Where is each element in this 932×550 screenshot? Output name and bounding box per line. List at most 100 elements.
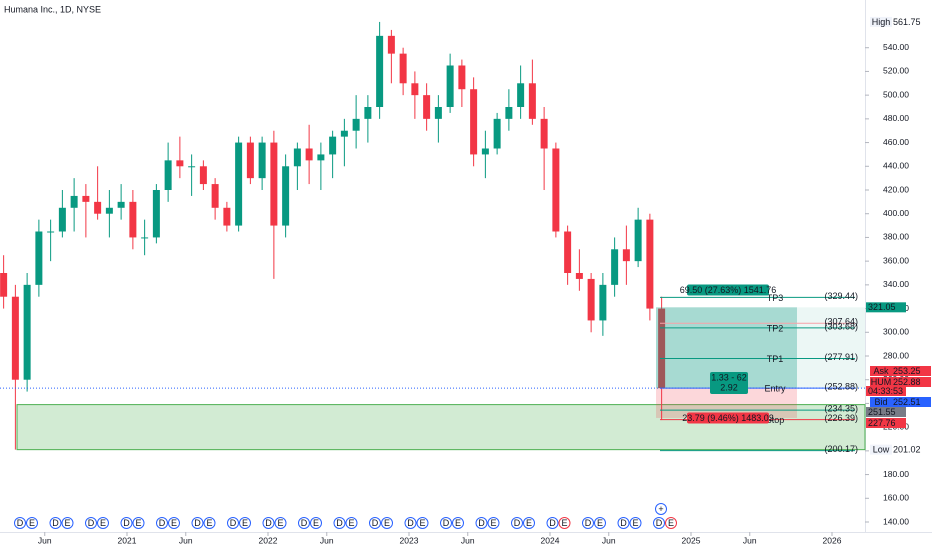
candle-body <box>94 201 102 214</box>
ratio-label: 1.33 - 62 <box>711 372 747 382</box>
event-icon[interactable] <box>381 517 393 529</box>
event-letter: E <box>348 518 354 528</box>
price-label-bg <box>866 418 906 428</box>
event-icon[interactable] <box>310 517 322 529</box>
candle-body <box>117 201 125 208</box>
candle-body <box>458 65 466 90</box>
event-icon[interactable] <box>97 517 109 529</box>
level-name: Stop <box>766 415 785 425</box>
y-tick-label: 300.00 <box>883 327 909 337</box>
x-tick-label: 2025 <box>682 535 701 545</box>
plus[interactable]: + <box>658 504 663 514</box>
candle-body <box>23 284 31 380</box>
event-icon[interactable] <box>416 517 429 529</box>
event-icon[interactable] <box>49 517 62 529</box>
price-label-bg <box>891 377 931 387</box>
level-value: (307.64) <box>824 317 858 327</box>
event-icon[interactable] <box>546 517 559 529</box>
price-label: 201.02 <box>893 445 921 455</box>
event-icon[interactable] <box>14 517 26 529</box>
candle-body <box>528 83 536 119</box>
price-label-bg <box>891 397 931 407</box>
price-label: 252.51 <box>893 397 921 407</box>
event-icon[interactable] <box>665 517 677 529</box>
x-tick-label: 2021 <box>118 535 137 545</box>
event-icon[interactable] <box>558 517 571 529</box>
loss-label-bg <box>687 412 769 424</box>
y-tick-label: 360.00 <box>883 255 909 265</box>
event-icon[interactable] <box>333 517 346 529</box>
event-icon[interactable] <box>582 517 594 529</box>
ratio-label-bg <box>710 372 748 394</box>
y-tick-label: 160.00 <box>883 493 909 503</box>
event-icon[interactable] <box>345 517 358 529</box>
level-value: (226.39) <box>824 413 858 423</box>
candle-body <box>129 201 137 238</box>
candle-body <box>141 237 149 239</box>
candle-body <box>282 166 290 226</box>
candle-body <box>423 95 431 119</box>
candle-body <box>47 231 55 233</box>
event-icon[interactable] <box>511 517 523 529</box>
event-icon[interactable] <box>523 517 535 529</box>
event-icon[interactable] <box>653 517 665 529</box>
event-icon[interactable] <box>156 517 168 529</box>
candle-body <box>0 273 8 297</box>
event-icon[interactable] <box>594 517 606 529</box>
event-icon[interactable] <box>298 517 310 529</box>
event-icon[interactable] <box>262 517 275 529</box>
x-tick-label: Jun <box>461 535 475 545</box>
event-icon[interactable] <box>404 517 417 529</box>
candle-body <box>305 148 313 161</box>
price-label-bg <box>891 444 931 455</box>
candle-body <box>223 207 231 226</box>
event-icon[interactable] <box>452 517 464 529</box>
price-tag-bg <box>870 366 892 376</box>
event-icon[interactable] <box>487 517 500 529</box>
candle-body <box>340 130 348 137</box>
candle-body <box>646 219 654 309</box>
event-letter: E <box>277 518 283 528</box>
event-icon[interactable] <box>239 517 251 529</box>
candle-body <box>364 107 372 119</box>
event-icon[interactable] <box>227 517 239 529</box>
candle-body <box>634 219 642 262</box>
price-label-bg <box>891 16 931 27</box>
y-tick-label: 460.00 <box>883 137 909 147</box>
price-label: 321.05 <box>868 302 896 312</box>
event-icon[interactable] <box>440 517 452 529</box>
event-letter: E <box>242 518 248 528</box>
event-icon[interactable] <box>475 517 488 529</box>
event-icon[interactable] <box>132 517 145 529</box>
event-icon[interactable] <box>203 517 216 529</box>
candle-body <box>564 231 572 273</box>
price-tag-bg <box>870 377 892 387</box>
event-icon[interactable] <box>369 517 381 529</box>
event-icon[interactable] <box>274 517 287 529</box>
event-icon[interactable] <box>168 517 180 529</box>
event-icon[interactable] <box>617 517 630 529</box>
candle-body <box>446 65 454 107</box>
level-name: TP1 <box>767 354 784 364</box>
candle-body <box>82 195 90 202</box>
event-icon[interactable] <box>61 517 74 529</box>
event-icon[interactable] <box>191 517 204 529</box>
event-icon[interactable] <box>120 517 133 529</box>
event-letter: D <box>123 518 130 528</box>
y-tick-label: 420.00 <box>883 184 909 194</box>
candle-body <box>387 35 395 54</box>
add-event-button[interactable] <box>655 503 667 515</box>
x-tick-label: Jun <box>743 535 757 545</box>
price-tag: Low <box>873 445 890 455</box>
candle-body <box>293 148 301 167</box>
event-icon[interactable] <box>85 517 97 529</box>
x-tick-label: 2026 <box>823 535 842 545</box>
price-label-bg <box>891 366 931 376</box>
event-letter: E <box>419 518 425 528</box>
price-label: 04:33:53 <box>868 386 903 396</box>
event-icon[interactable] <box>26 517 38 529</box>
event-icon[interactable] <box>629 517 642 529</box>
price-label-bg <box>866 407 906 417</box>
